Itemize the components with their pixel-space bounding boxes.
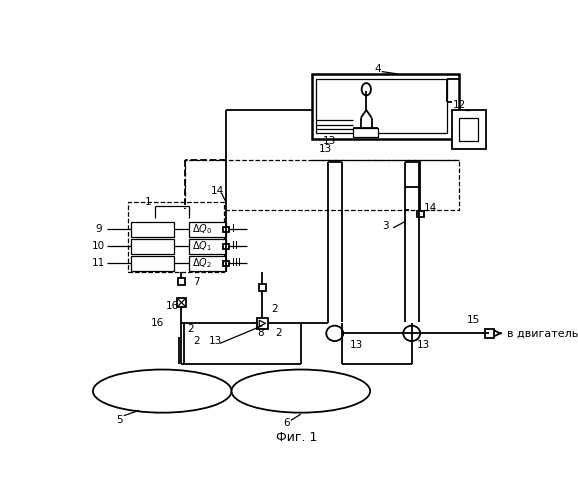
Ellipse shape xyxy=(326,326,343,341)
Ellipse shape xyxy=(232,370,370,412)
Bar xyxy=(189,256,226,271)
Text: 13: 13 xyxy=(209,336,222,346)
Text: 2: 2 xyxy=(193,336,199,346)
Bar xyxy=(189,238,226,254)
Text: 4: 4 xyxy=(374,64,381,74)
Bar xyxy=(312,74,459,140)
Text: 13: 13 xyxy=(349,340,362,350)
Text: 5: 5 xyxy=(116,414,123,424)
Bar xyxy=(353,128,378,137)
Text: $\Delta Q_1$: $\Delta Q_1$ xyxy=(191,240,212,253)
Text: 12: 12 xyxy=(453,100,466,110)
Bar xyxy=(259,284,266,290)
Text: 2: 2 xyxy=(188,324,194,334)
Text: II: II xyxy=(232,242,238,252)
Bar xyxy=(186,160,459,210)
Text: 2: 2 xyxy=(276,328,282,338)
Bar xyxy=(257,318,268,328)
Text: I: I xyxy=(232,224,235,234)
Bar xyxy=(417,210,424,218)
Text: 8: 8 xyxy=(257,328,264,338)
Text: III: III xyxy=(232,258,240,268)
Ellipse shape xyxy=(93,370,232,412)
Text: 13: 13 xyxy=(318,144,332,154)
Bar xyxy=(131,238,174,254)
Text: 14: 14 xyxy=(211,186,224,196)
Text: 6: 6 xyxy=(283,418,290,428)
Text: 3: 3 xyxy=(381,220,388,230)
Bar xyxy=(177,298,186,307)
Text: в двигатель: в двигатель xyxy=(507,328,578,338)
Text: Фиг. 1: Фиг. 1 xyxy=(276,431,317,444)
Text: 7: 7 xyxy=(193,277,199,287)
Ellipse shape xyxy=(362,83,371,96)
Ellipse shape xyxy=(403,326,420,341)
Bar xyxy=(189,222,226,237)
Bar xyxy=(131,256,174,271)
Text: 13: 13 xyxy=(416,340,429,350)
Text: 15: 15 xyxy=(466,316,480,326)
Bar xyxy=(316,79,447,133)
Text: 1: 1 xyxy=(145,198,152,207)
Text: 14: 14 xyxy=(424,203,438,213)
Bar xyxy=(131,222,174,237)
Text: 2: 2 xyxy=(271,304,277,314)
Text: 9: 9 xyxy=(95,224,102,234)
Bar xyxy=(459,118,478,141)
Text: 16: 16 xyxy=(151,318,164,328)
Text: $\Delta Q_0$: $\Delta Q_0$ xyxy=(191,222,212,236)
Text: 10: 10 xyxy=(91,242,105,252)
Bar xyxy=(128,202,224,272)
Bar xyxy=(486,329,494,338)
Bar xyxy=(224,226,229,232)
Text: $\Delta Q_2$: $\Delta Q_2$ xyxy=(191,256,212,270)
Bar xyxy=(224,244,229,249)
Text: 16: 16 xyxy=(166,302,179,312)
Bar xyxy=(452,110,486,148)
Bar xyxy=(178,278,185,285)
Text: 13: 13 xyxy=(323,136,336,146)
Bar xyxy=(224,260,229,266)
Text: 11: 11 xyxy=(91,258,105,268)
